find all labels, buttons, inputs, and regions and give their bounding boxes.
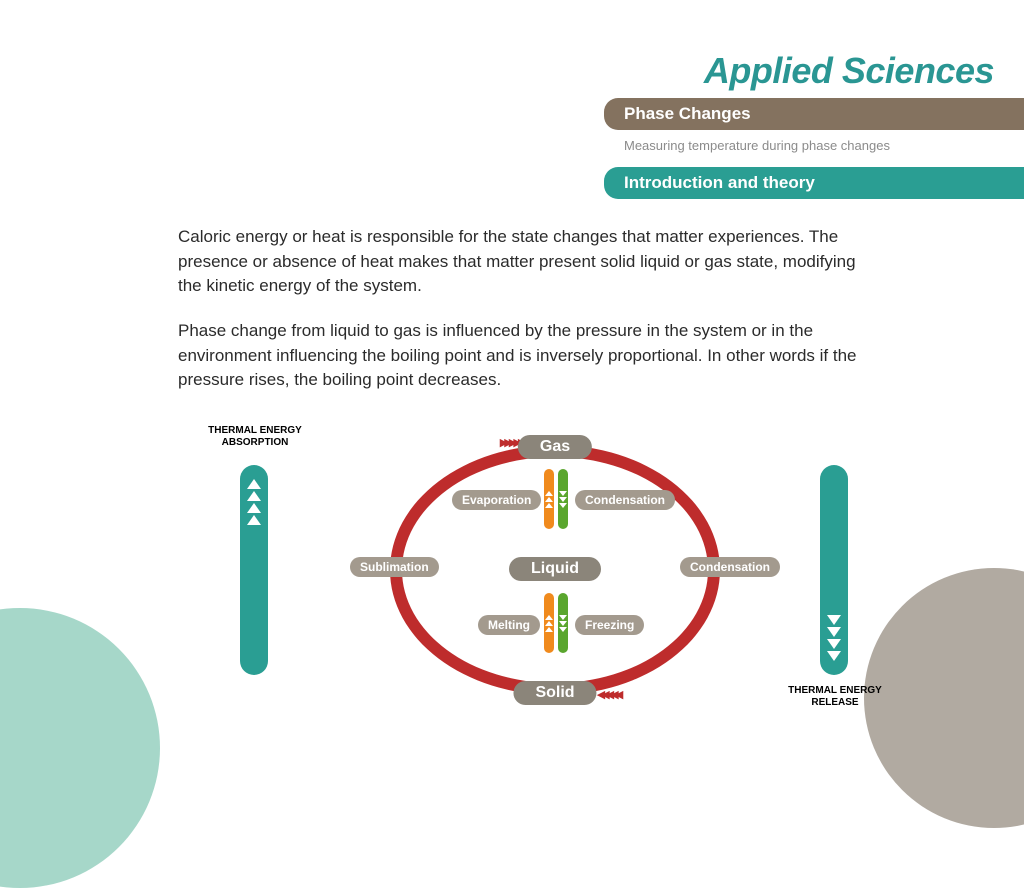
proc-melting: Melting [478,615,540,635]
body-text: Caloric energy or heat is responsible fo… [178,225,858,413]
proc-freezing: Freezing [575,615,644,635]
left-bar-label: THERMAL ENERGY ABSORPTION [195,425,315,449]
proc-condensation-top: Condensation [575,490,675,510]
para-2: Phase change from liquid to gas is influ… [178,319,858,393]
right-bar-label: THERMAL ENERGY RELEASE [775,685,895,709]
proc-evaporation: Evaporation [452,490,541,510]
topic-banner: Phase Changes [604,98,1024,130]
header-block: Applied Sciences Phase Changes Measuring… [604,50,1024,199]
state-solid: Solid [513,681,596,705]
mini-down-1 [558,469,568,529]
section-banner: Introduction and theory [604,167,1024,199]
arc-mark-down: ◂◂◂◂◂ [597,685,620,703]
subtitle-text: Measuring temperature during phase chang… [604,130,1024,161]
cycle-loop: ▸▸▸▸▸ ◂◂◂◂◂ Gas Liquid Solid Evaporation… [390,435,720,705]
absorption-bar [240,465,268,675]
mini-up-2 [544,593,554,653]
proc-sublimation: Sublimation [350,557,439,577]
phase-diagram: THERMAL ENERGY ABSORPTION THERMAL ENERGY… [180,425,900,725]
state-gas: Gas [518,435,592,459]
decor-circle-left [0,608,160,888]
mini-down-2 [558,593,568,653]
para-1: Caloric energy or heat is responsible fo… [178,225,858,299]
proc-condensation-side: Condensation [680,557,780,577]
release-bar [820,465,848,675]
state-liquid: Liquid [509,557,601,581]
brand-title: Applied Sciences [604,50,1024,92]
mini-up-1 [544,469,554,529]
